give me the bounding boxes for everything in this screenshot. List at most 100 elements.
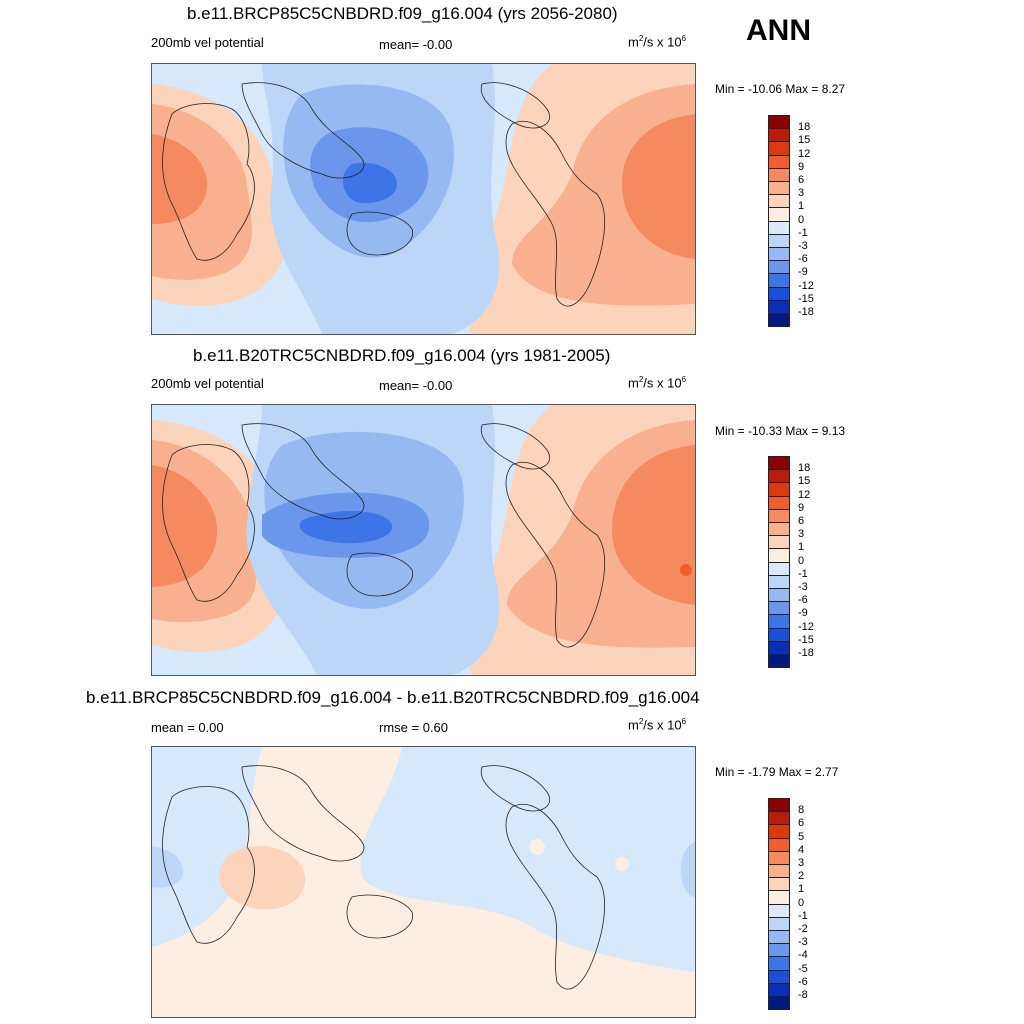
panel3-rmse-label: rmse = 0.60 <box>379 720 449 735</box>
panel3-minmax: Min = -1.79 Max = 2.77 <box>715 765 839 779</box>
colorbar-swatch <box>768 194 790 209</box>
season-label: ANN <box>746 14 811 47</box>
colorbar-tick-label: 1 <box>798 200 805 213</box>
colorbar-tick-label: 9 <box>798 160 805 173</box>
colorbar-swatch <box>768 207 790 222</box>
colorbar-swatch <box>768 495 790 510</box>
colorbar-swatch <box>768 141 790 156</box>
panel1-contour-field <box>152 64 695 334</box>
colorbar-swatch <box>768 128 790 143</box>
colorbar-swatch <box>768 167 790 182</box>
colorbar-swatch <box>768 864 790 879</box>
panel2-units: m2/s x 106 <box>628 375 687 391</box>
panel1-left-label: 200mb vel potential <box>151 35 264 50</box>
colorbar-swatch <box>768 115 790 130</box>
colorbar-tick-label: -3 <box>798 936 808 949</box>
panel2-colorbar: 18 15 12 9 6 3 1 0 -1 -3 -6 -9 -12 -15 -18 <box>768 456 814 669</box>
colorbar-tick-label: -1 <box>798 226 808 239</box>
colorbar-tick-label: 18 <box>798 462 811 475</box>
colorbar-swatch <box>768 273 790 288</box>
colorbar-swatch <box>768 522 790 537</box>
colorbar-tick-label: -12 <box>798 620 814 633</box>
colorbar-swatch <box>768 469 790 484</box>
colorbar-tick-label: -9 <box>798 607 808 620</box>
colorbar-tick-label: 9 <box>798 501 805 514</box>
colorbar-swatch <box>768 233 790 248</box>
colorbar-swatch <box>768 654 790 669</box>
colorbar-swatch <box>768 877 790 892</box>
panel3-contour-field <box>152 747 695 1017</box>
panel3-colorbar: 8 6 5 4 3 2 1 0 -1 -2 -3 -4 -5 -6 -8 <box>768 798 808 1011</box>
colorbar-swatch <box>768 247 790 262</box>
colorbar-tick-label: 3 <box>798 528 805 541</box>
colorbar-tick-label: -9 <box>798 266 808 279</box>
colorbar-swatch <box>768 601 790 616</box>
colorbar-swatch <box>768 943 790 958</box>
colorbar-swatch <box>768 930 790 945</box>
colorbar-tick-label: -3 <box>798 240 808 252</box>
colorbar-swatch <box>768 286 790 301</box>
colorbar-tick-label: -4 <box>798 949 808 962</box>
colorbar-tick-label: 15 <box>798 475 811 488</box>
colorbar-swatch <box>768 850 790 865</box>
colorbar-tick-label: 1 <box>798 541 805 554</box>
panel1-mean-label: mean= -0.00 <box>379 37 453 52</box>
colorbar-swatch <box>768 548 790 563</box>
colorbar-swatch <box>768 956 790 971</box>
panel2-minmax: Min = -10.33 Max = 9.13 <box>715 424 846 438</box>
colorbar-tick-label: -18 <box>798 306 814 318</box>
colorbar-swatch <box>768 154 790 169</box>
colorbar-swatch <box>768 916 790 931</box>
panel2-contour-field <box>152 405 695 675</box>
colorbar-tick-label: -1 <box>798 567 808 580</box>
colorbar-tick-label: -8 <box>798 989 808 1001</box>
colorbar-swatch <box>768 811 790 826</box>
panel1-minmax: Min = -10.06 Max = 8.27 <box>715 82 846 96</box>
colorbar-swatch <box>768 824 790 839</box>
colorbar-tick-label: 12 <box>798 147 811 160</box>
panel1-colorbar: 18 15 12 9 6 3 1 0 -1 -3 -6 -9 -12 -15 -18 <box>768 115 814 328</box>
colorbar-swatch <box>768 299 790 314</box>
colorbar-tick-label: 18 <box>798 121 811 134</box>
colorbar-tick-label: 8 <box>798 804 805 817</box>
colorbar-swatch <box>768 996 790 1011</box>
colorbar-tick-label: 5 <box>798 830 805 843</box>
colorbar-tick-label: -1 <box>798 909 808 922</box>
colorbar-tick-label: 6 <box>798 515 805 527</box>
colorbar-tick-label: 0 <box>798 213 805 226</box>
colorbar-tick-label: 2 <box>798 870 805 883</box>
panel2-mean-label: mean= -0.00 <box>379 378 453 393</box>
colorbar-tick-label: 0 <box>798 554 805 567</box>
colorbar-tick-label: -15 <box>798 633 814 646</box>
colorbar-tick-label: 6 <box>798 174 805 186</box>
panel2-title: b.e11.B20TRC5CNBDRD.f09_g16.004 (yrs 198… <box>193 346 611 365</box>
colorbar-swatch <box>768 903 790 918</box>
colorbar-swatch <box>768 181 790 196</box>
colorbar-swatch <box>768 508 790 523</box>
panel3-mean-label: mean = 0.00 <box>151 720 224 735</box>
colorbar-swatch <box>768 640 790 655</box>
colorbar-swatch <box>768 837 790 852</box>
colorbar-swatch <box>768 482 790 497</box>
colorbar-swatch <box>768 313 790 328</box>
panel1-map <box>151 63 696 335</box>
colorbar-tick-label: -6 <box>798 594 808 607</box>
colorbar-swatch <box>768 588 790 603</box>
colorbar-tick-label: 3 <box>798 187 805 200</box>
colorbar-tick-label: 12 <box>798 488 811 501</box>
colorbar-swatch <box>768 627 790 642</box>
colorbar-tick-label: -3 <box>798 581 808 593</box>
colorbar-tick-label: 3 <box>798 857 805 869</box>
colorbar-swatch <box>768 535 790 550</box>
panel3-title: b.e11.BRCP85C5CNBDRD.f09_g16.004 - b.e11… <box>86 688 700 707</box>
panel2-left-label: 200mb vel potential <box>151 376 264 391</box>
panel1-units: m2/s x 106 <box>628 34 687 50</box>
colorbar-tick-label: -6 <box>798 253 808 266</box>
colorbar-tick-label: 1 <box>798 883 805 896</box>
colorbar-tick-label: -12 <box>798 279 814 292</box>
colorbar-swatch <box>768 969 790 984</box>
panel3-map <box>151 746 696 1018</box>
colorbar-tick-label: 6 <box>798 817 805 830</box>
colorbar-swatch <box>768 798 790 813</box>
colorbar-swatch <box>768 982 790 997</box>
